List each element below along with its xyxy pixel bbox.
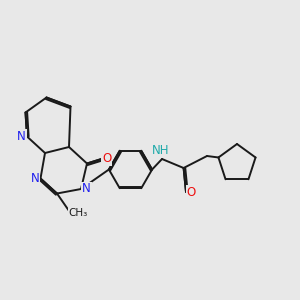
Text: N: N: [17, 130, 26, 143]
Text: CH₃: CH₃: [68, 208, 88, 218]
Text: N: N: [82, 182, 91, 196]
Text: N: N: [31, 172, 40, 185]
Text: O: O: [187, 185, 196, 199]
Text: O: O: [102, 152, 111, 166]
Text: NH: NH: [152, 143, 169, 157]
